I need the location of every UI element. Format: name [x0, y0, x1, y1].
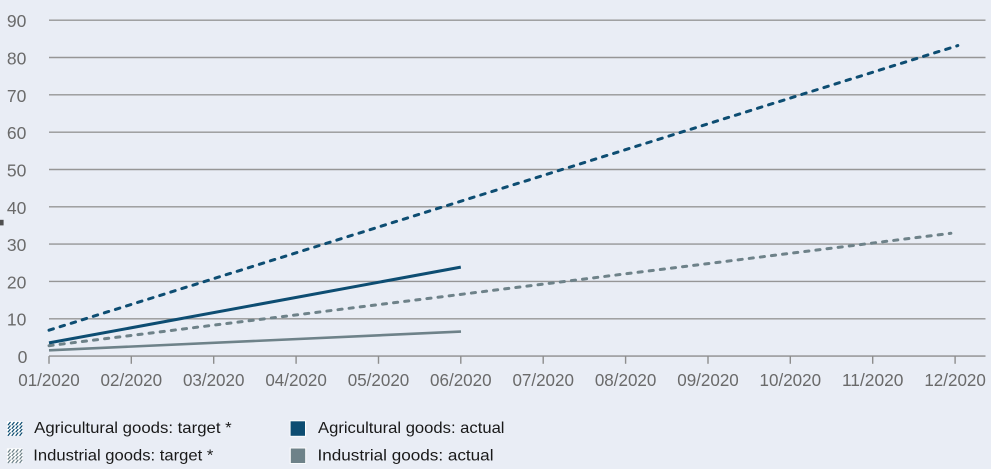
svg-text:12/2020: 12/2020 [924, 370, 986, 390]
svg-text:Agricultural goods: actual: Agricultural goods: actual [318, 420, 505, 437]
svg-text:11/2020: 11/2020 [842, 370, 904, 390]
svg-text:04/2020: 04/2020 [265, 370, 327, 390]
svg-text:50: 50 [7, 160, 27, 180]
svg-text:70: 70 [7, 86, 27, 106]
svg-text:Industrial goods: actual: Industrial goods: actual [318, 448, 494, 465]
svg-text:90: 90 [7, 11, 27, 31]
svg-text:08/2020: 08/2020 [595, 370, 657, 390]
svg-text:10: 10 [7, 310, 27, 330]
svg-text:10/2020: 10/2020 [760, 370, 822, 390]
svg-text:07/2020: 07/2020 [512, 370, 574, 390]
svg-text:09/2020: 09/2020 [677, 370, 739, 390]
svg-text:20: 20 [7, 272, 27, 292]
svg-text:02/2020: 02/2020 [101, 370, 163, 390]
svg-text:05/2020: 05/2020 [348, 370, 410, 390]
svg-text:03/2020: 03/2020 [183, 370, 245, 390]
svg-text:0: 0 [18, 347, 28, 367]
svg-text:06/2020: 06/2020 [430, 370, 492, 390]
svg-text:30: 30 [7, 235, 27, 255]
svg-text:Agricultural goods: target *: Agricultural goods: target * [34, 420, 232, 437]
svg-text:80: 80 [7, 49, 27, 69]
svg-text:60: 60 [7, 123, 27, 143]
svg-text:01/2020: 01/2020 [18, 370, 80, 390]
svg-text:40: 40 [7, 198, 27, 218]
svg-text:Industrial goods: target *: Industrial goods: target * [33, 448, 213, 465]
